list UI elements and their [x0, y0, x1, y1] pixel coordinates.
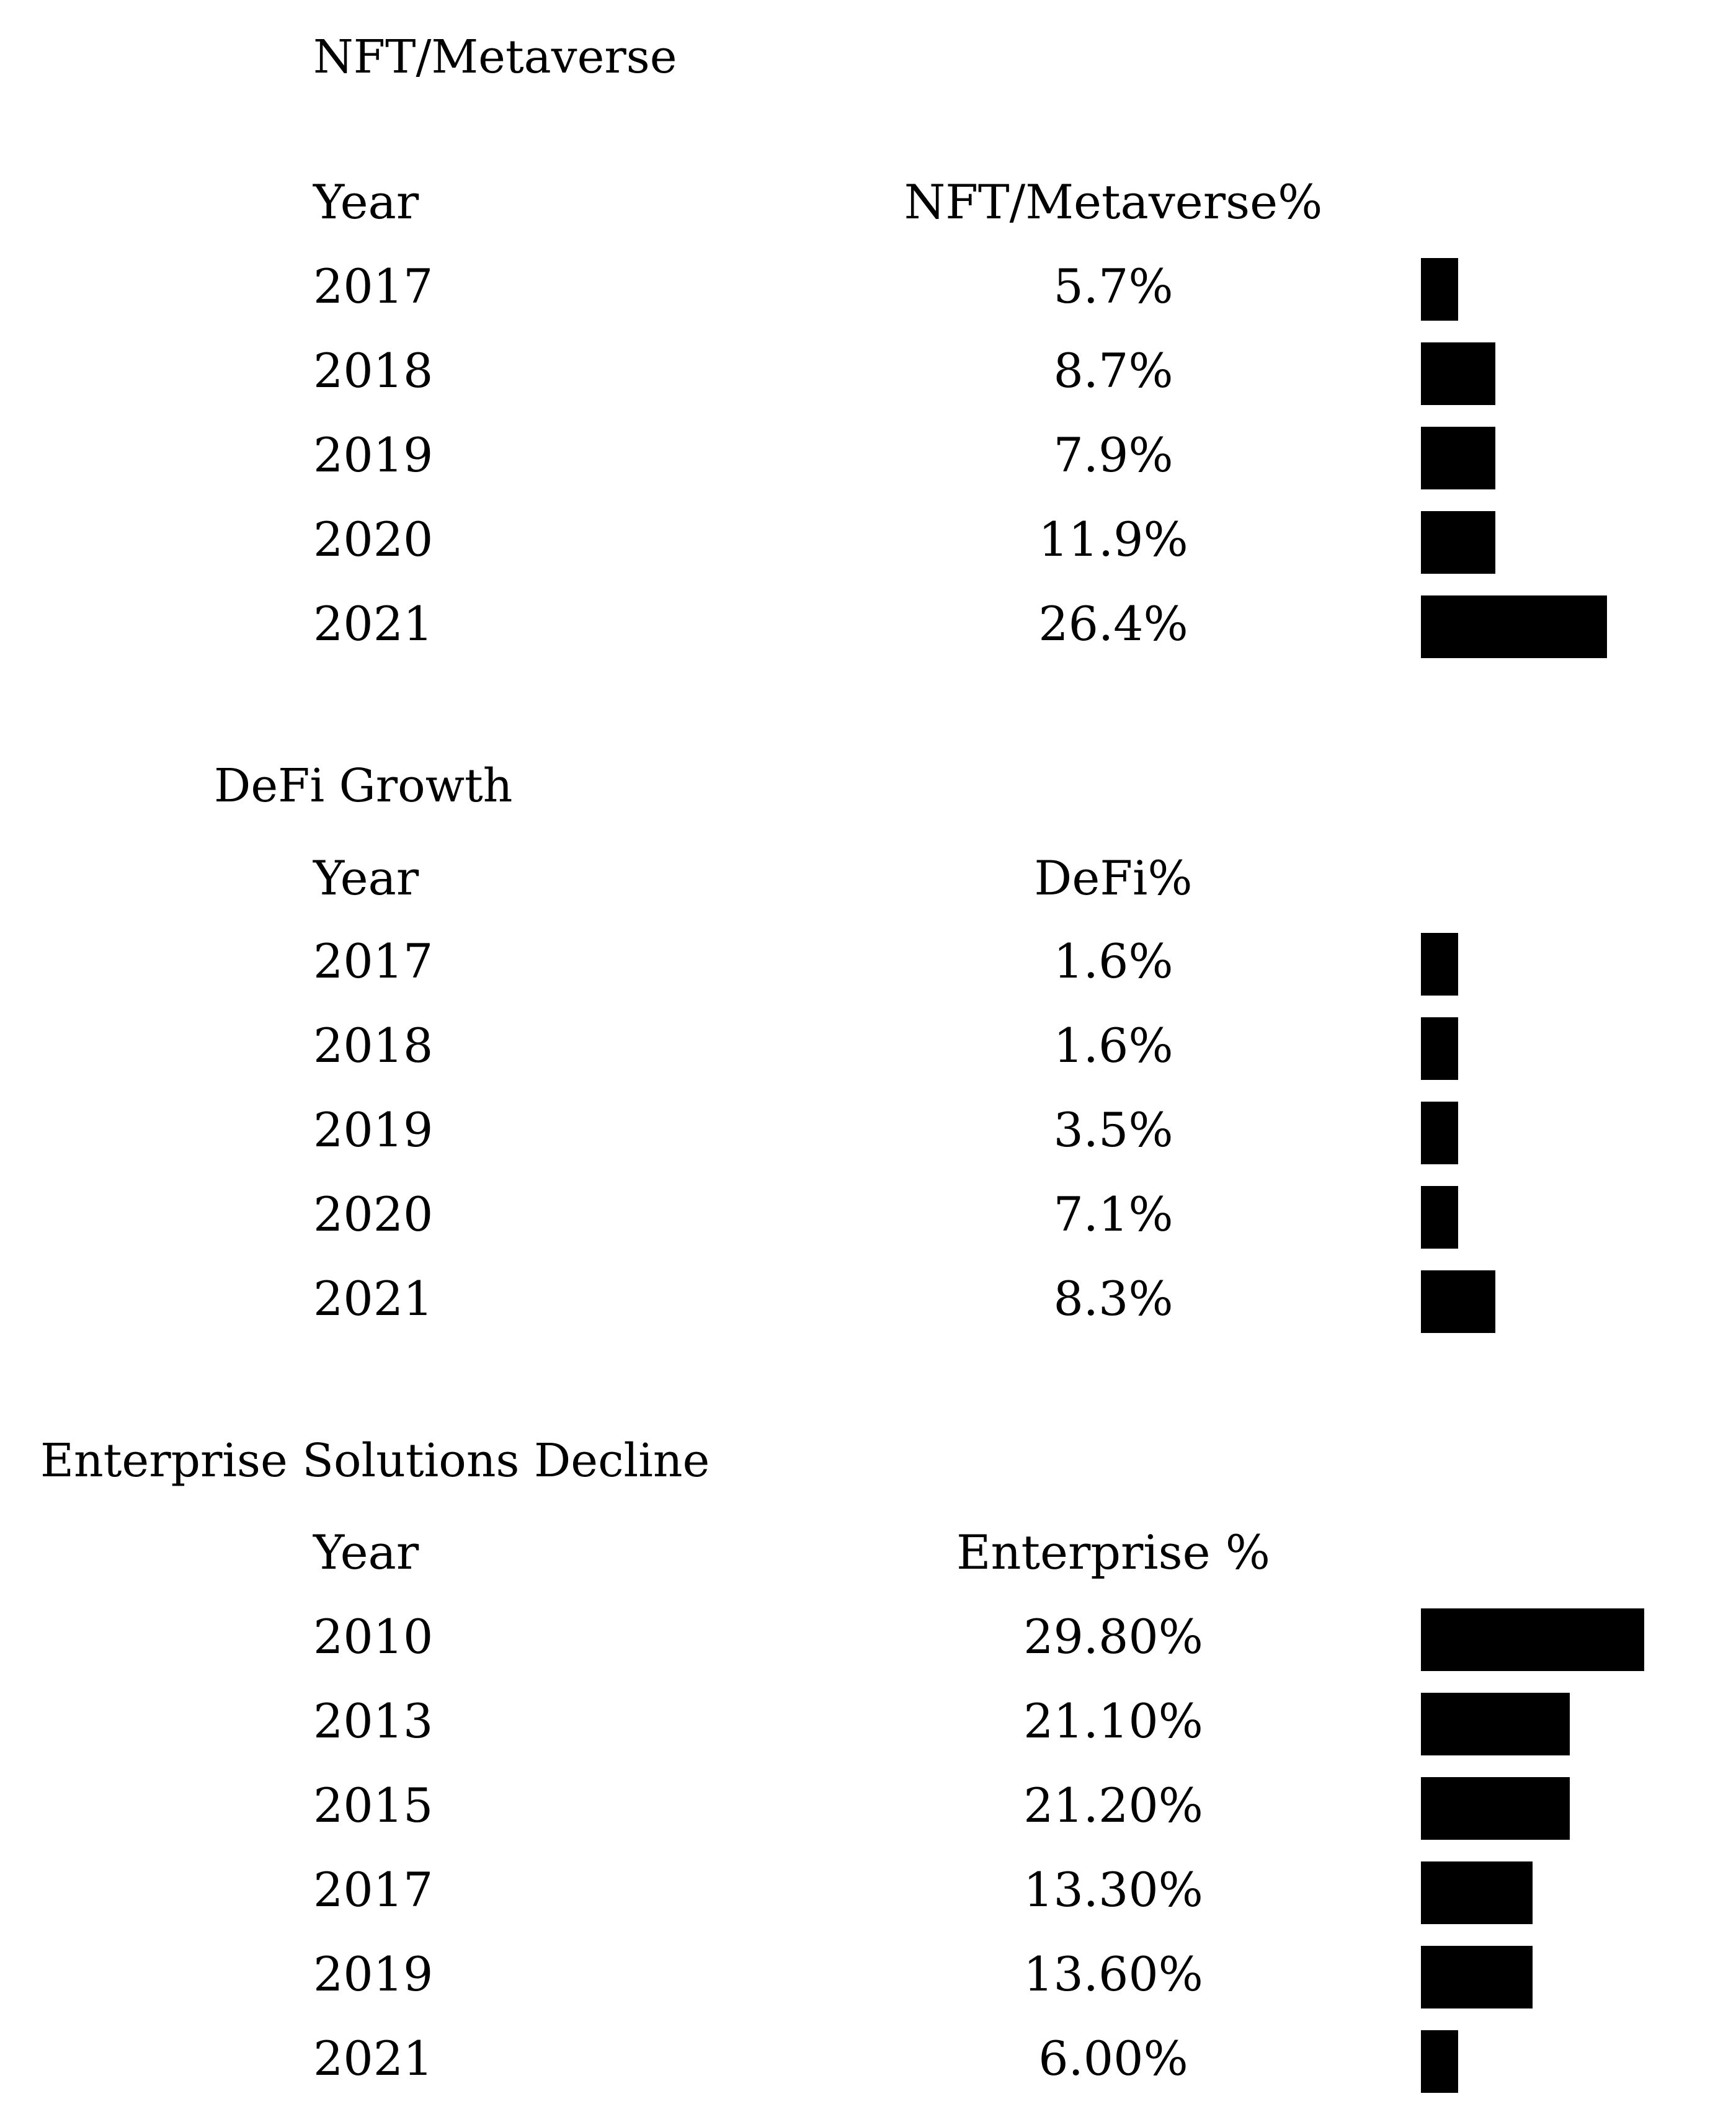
table-header-row: Year NFT/Metaverse%	[0, 179, 1736, 241]
chart-title: Enterprise Solutions Decline	[40, 1434, 710, 1487]
data-label: 1.6%	[1053, 934, 1173, 989]
bar	[1421, 1861, 1533, 1924]
bar	[1421, 933, 1458, 996]
year-label: 2020	[313, 512, 434, 567]
year-label: 2019	[313, 1102, 434, 1157]
table-row: 2021 26.4%	[0, 595, 1736, 662]
data-label: 13.30%	[1023, 1862, 1203, 1917]
data-label: 11.9%	[1038, 512, 1188, 567]
bar	[1421, 1693, 1570, 1755]
data-label: 21.20%	[1023, 1778, 1203, 1833]
year-label: 2019	[313, 1946, 434, 2002]
data-label: 7.1%	[1053, 1187, 1173, 1242]
bar	[1421, 1608, 1644, 1671]
data-label: 3.5%	[1053, 1102, 1173, 1157]
table-row: 2017 1.6%	[0, 933, 1736, 1000]
data-label: 26.4%	[1038, 596, 1188, 651]
column-header-value: DeFi%	[1034, 850, 1193, 906]
chart-title: NFT/Metaverse	[313, 30, 677, 84]
table-row: 2017 13.30%	[0, 1861, 1736, 1928]
data-label: 1.6%	[1053, 1018, 1173, 1073]
bar	[1421, 1777, 1570, 1840]
column-header-value: NFT/Metaverse%	[904, 174, 1323, 230]
year-label: 2021	[313, 1271, 434, 1326]
column-header-value: Enterprise %	[956, 1525, 1270, 1580]
column-header-year: Year	[313, 1525, 419, 1580]
table-row: 2019 13.60%	[0, 1946, 1736, 2013]
bar	[1421, 1102, 1458, 1164]
year-label: 2019	[313, 427, 434, 483]
bar	[1421, 258, 1458, 321]
table-row: 2018 8.7%	[0, 342, 1736, 409]
data-label: 6.00%	[1038, 2031, 1188, 2086]
bar	[1421, 342, 1495, 405]
year-label: 2015	[313, 1778, 434, 1833]
chart-title: DeFi Growth	[214, 759, 513, 813]
data-label: 8.3%	[1053, 1271, 1173, 1326]
data-label: 8.7%	[1053, 343, 1173, 398]
table-row: 2020 7.1%	[0, 1186, 1736, 1253]
table-row: 2019 7.9%	[0, 427, 1736, 494]
data-label: 21.10%	[1023, 1693, 1203, 1749]
table-row: 2018 1.6%	[0, 1017, 1736, 1084]
year-label: 2018	[313, 343, 434, 398]
year-label: 2020	[313, 1187, 434, 1242]
column-header-year: Year	[313, 174, 419, 230]
data-label: 5.7%	[1053, 259, 1173, 314]
bar	[1421, 1946, 1533, 2008]
table-row: 2021 6.00%	[0, 2030, 1736, 2097]
year-label: 2013	[313, 1693, 434, 1749]
year-label: 2017	[313, 934, 434, 989]
table-header-row: Year DeFi%	[0, 855, 1736, 917]
year-label: 2010	[313, 1609, 434, 1664]
table-row: 2010 29.80%	[0, 1608, 1736, 1675]
bar	[1421, 1186, 1458, 1249]
table-row: 2017 5.7%	[0, 258, 1736, 325]
data-label: 29.80%	[1023, 1609, 1203, 1664]
table-row: 2015 21.20%	[0, 1777, 1736, 1844]
year-label: 2018	[313, 1018, 434, 1073]
table-header-row: Year Enterprise %	[0, 1529, 1736, 1591]
bar	[1421, 1017, 1458, 1080]
year-label: 2021	[313, 596, 434, 651]
data-label: 7.9%	[1053, 427, 1173, 483]
year-label: 2021	[313, 2031, 434, 2086]
table-row: 2021 8.3%	[0, 1270, 1736, 1337]
bar	[1421, 1270, 1495, 1333]
bar	[1421, 427, 1495, 489]
year-label: 2017	[313, 259, 434, 314]
data-label: 13.60%	[1023, 1946, 1203, 2002]
column-header-year: Year	[313, 850, 419, 906]
year-label: 2017	[313, 1862, 434, 1917]
bar	[1421, 595, 1607, 658]
bar	[1421, 511, 1495, 574]
table-row: 2013 21.10%	[0, 1693, 1736, 1760]
table-row: 2019 3.5%	[0, 1102, 1736, 1169]
bar	[1421, 2030, 1458, 2093]
table-row: 2020 11.9%	[0, 511, 1736, 578]
